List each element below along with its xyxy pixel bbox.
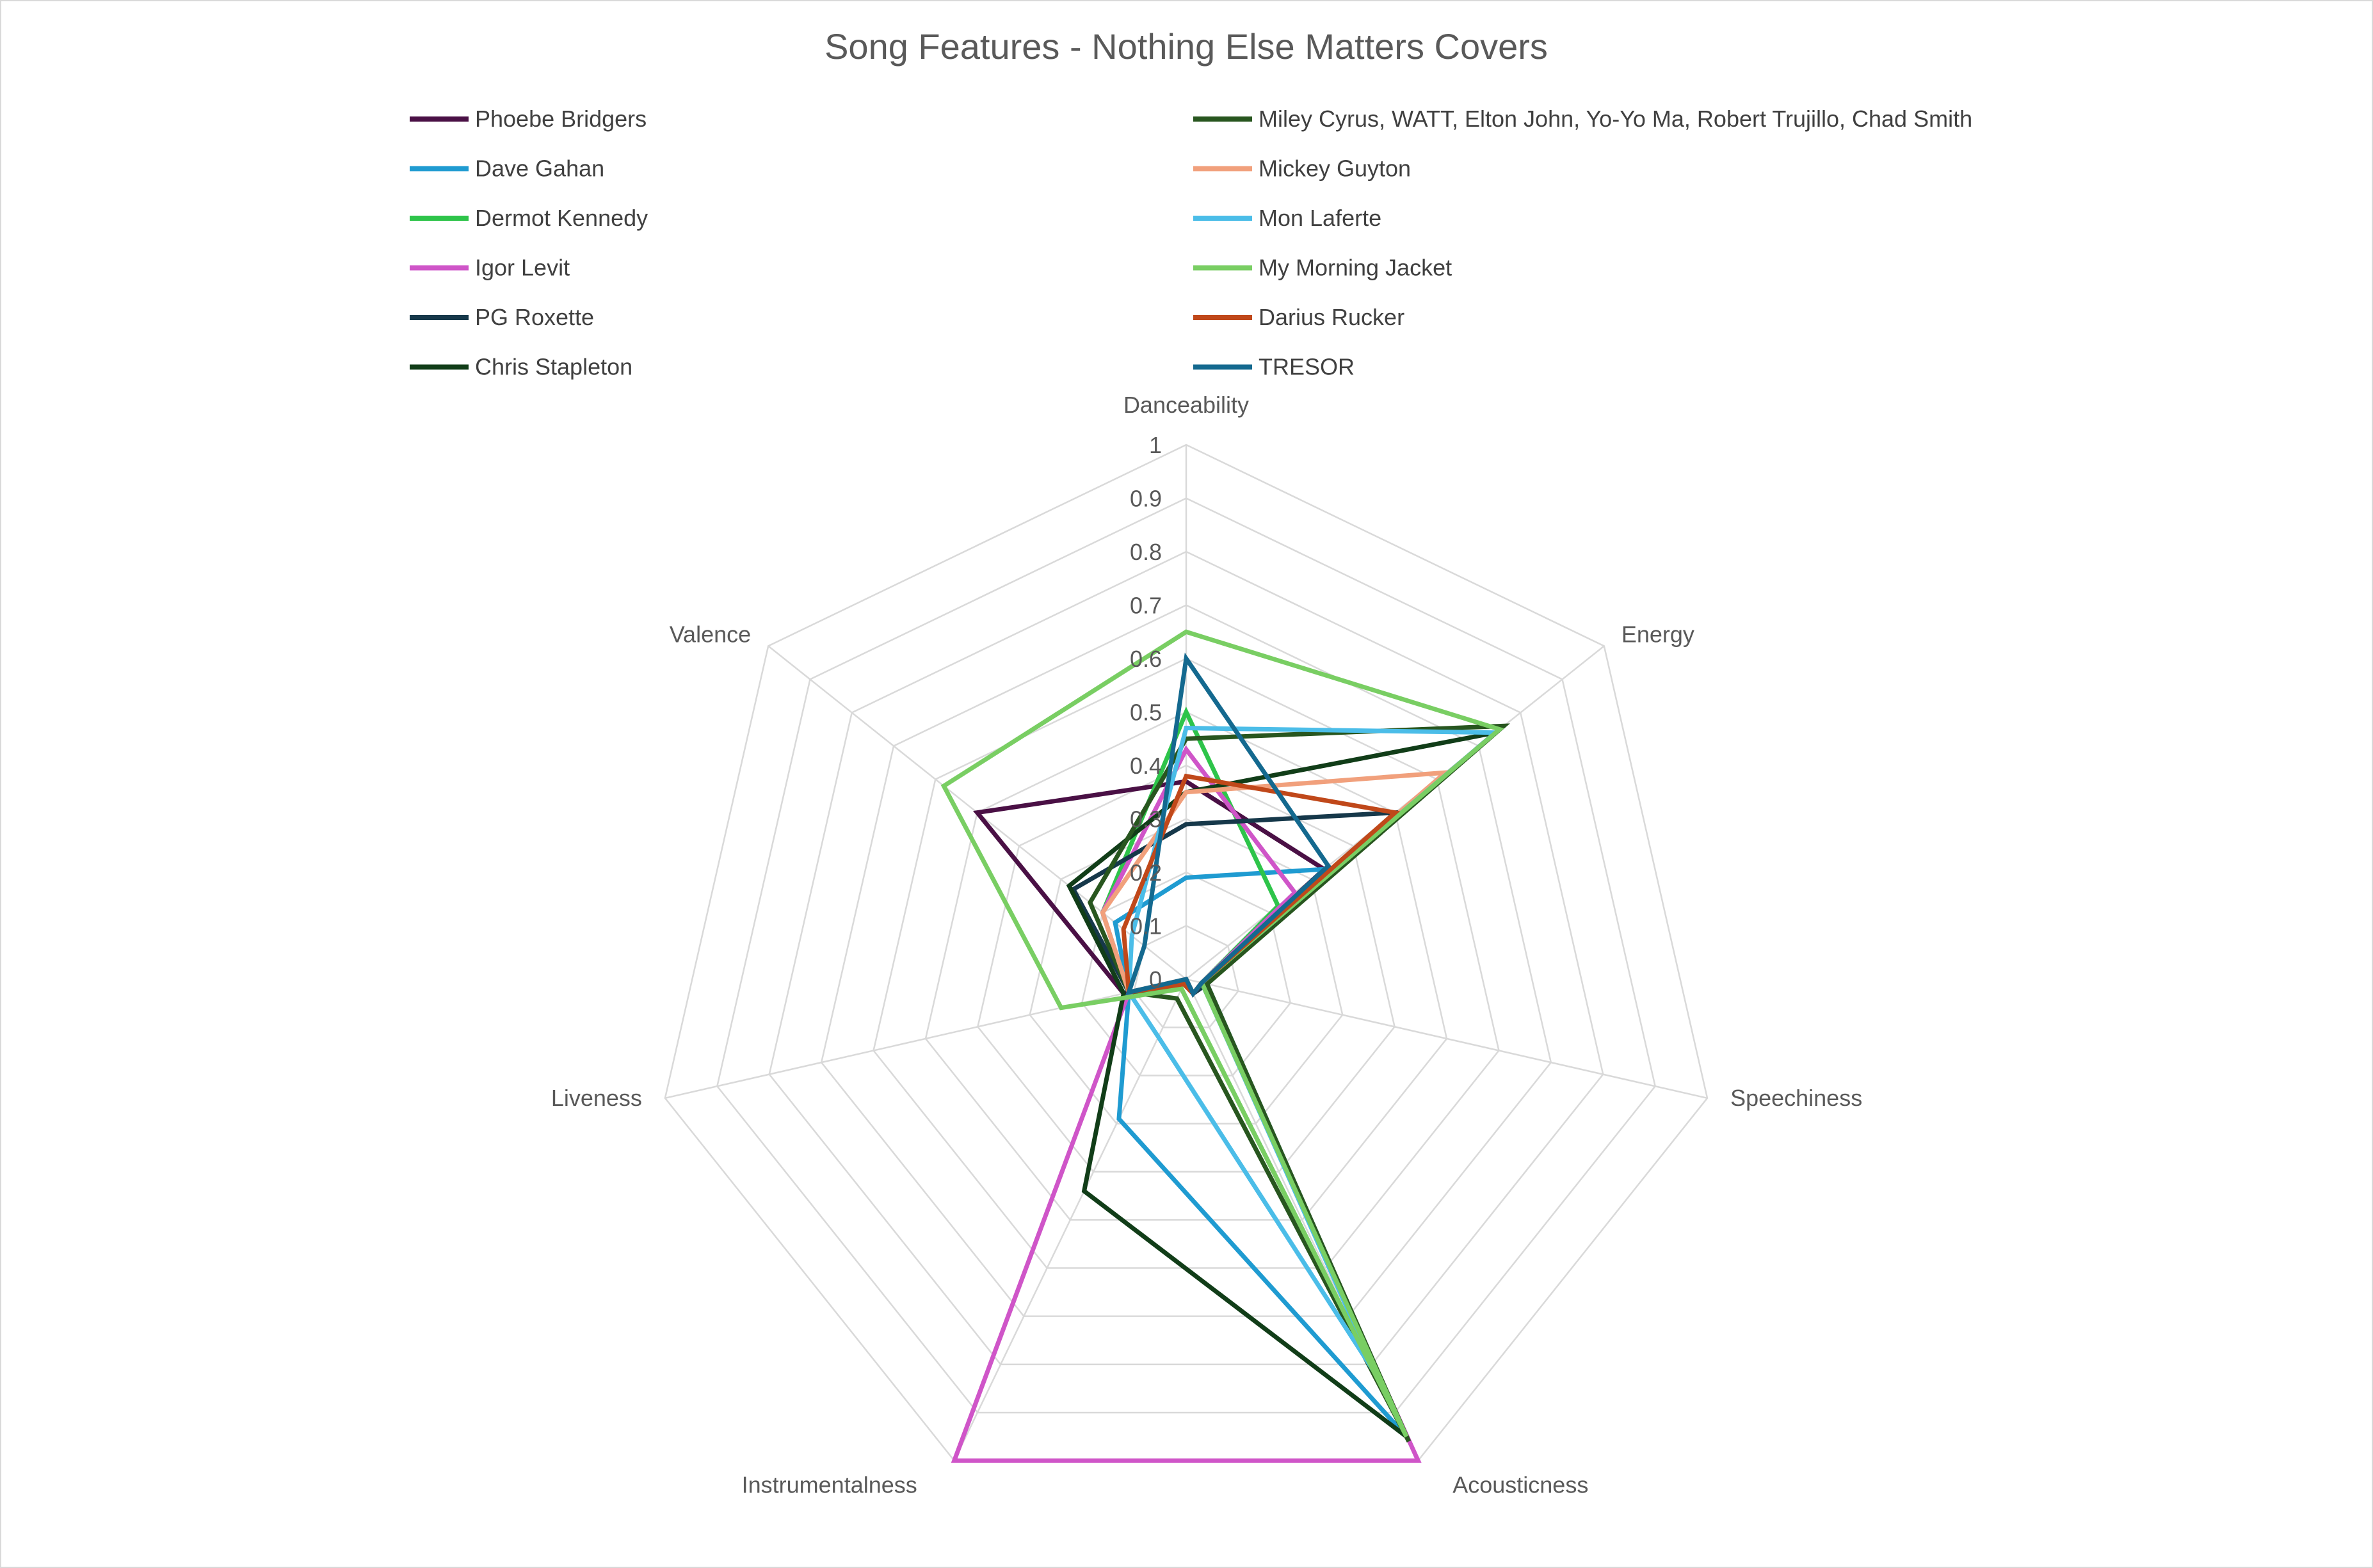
axis-label: Acousticness [1452, 1471, 1588, 1498]
tick-label: 0.8 [1130, 539, 1162, 565]
axis-spoke [953, 979, 1187, 1461]
axis-label: Liveness [551, 1085, 642, 1111]
radar-spokes [664, 445, 1708, 1461]
axis-spoke [1186, 978, 1708, 1100]
axis-label: Valence [670, 621, 751, 647]
legend-label: Darius Rucker [1259, 304, 1404, 330]
tick-label: 0.5 [1130, 700, 1162, 726]
legend-label: Mon Laferte [1259, 205, 1381, 231]
legend-label: TRESOR [1259, 354, 1355, 380]
axis-spoke [664, 978, 1187, 1100]
axis-labels: Danceability Energy Speechiness Acousticnes… [551, 392, 1862, 1498]
legend-label: Mickey Guyton [1259, 156, 1411, 182]
series-line [1125, 652, 1331, 998]
tick-label: 0.3 [1130, 806, 1162, 833]
grid-ring [716, 497, 1657, 1414]
tick-label: 0.1 [1130, 913, 1162, 940]
tick-label: 0 [1149, 966, 1162, 993]
tick-labels: 0 0.1 0.2 0.3 0.4 0.5 0.6 0.7 0.8 0.9 1 [1130, 432, 1162, 993]
legend-label: Dave Gahan [475, 156, 604, 182]
chart-title: Song Features - Nothing Else Matters Cov… [825, 26, 1548, 67]
grid-ring [924, 711, 1448, 1221]
axis-label: Speechiness [1730, 1085, 1862, 1111]
tick-label: 0.6 [1130, 646, 1162, 672]
series-lines [940, 629, 1510, 1463]
legend-label: Miley Cyrus, WATT, Elton John, Yo-Yo Ma,… [1259, 106, 1972, 132]
series-line [1087, 723, 1510, 1443]
axis-label: Energy [1621, 621, 1694, 647]
axis-label: Danceability [1123, 392, 1249, 418]
tick-label: 0.2 [1130, 860, 1162, 886]
series-line [940, 629, 1504, 1438]
grid-ring [1029, 818, 1344, 1124]
legend: Phoebe Bridgers Dave Gahan Dermot Kennedy I… [410, 106, 1972, 380]
grid-ring [820, 604, 1552, 1317]
legend-label: Phoebe Bridgers [475, 106, 647, 132]
grid-ring [768, 550, 1604, 1366]
legend-label: Igor Levit [475, 255, 570, 281]
legend-label: My Morning Jacket [1259, 255, 1452, 281]
legend-label: Chris Stapleton [475, 354, 632, 380]
axis-label: Instrumentalness [742, 1471, 917, 1498]
legend-label: PG Roxette [475, 304, 594, 330]
tick-label: 0.9 [1130, 486, 1162, 512]
tick-label: 0.4 [1130, 753, 1162, 779]
tick-label: 1 [1149, 432, 1162, 458]
grid-ring [977, 764, 1396, 1173]
legend-label: Dermot Kennedy [475, 205, 648, 231]
tick-label: 0.7 [1130, 593, 1162, 619]
